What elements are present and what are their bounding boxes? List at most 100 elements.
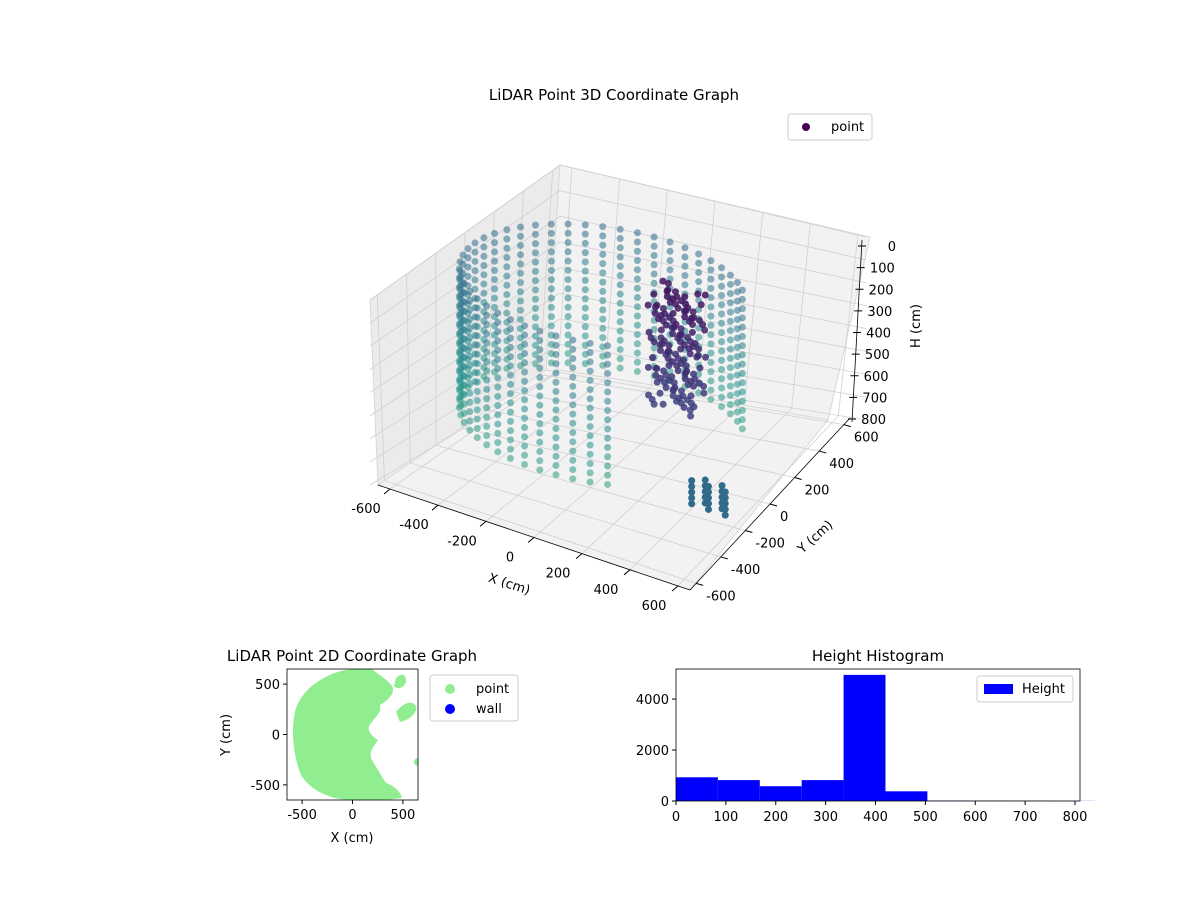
point-3d	[662, 383, 670, 391]
point-3d	[480, 271, 488, 279]
point-3d	[649, 354, 657, 362]
point-3d	[483, 385, 491, 393]
point-3d	[721, 511, 729, 519]
point-3d	[547, 322, 555, 330]
point-3d	[473, 304, 481, 312]
point-3d	[460, 289, 468, 297]
point-3d	[695, 389, 703, 397]
point-3d	[681, 262, 689, 270]
y-tick-mark-3d	[696, 582, 704, 586]
point-3d	[483, 358, 491, 366]
point-3d	[674, 304, 682, 312]
point-3d	[633, 284, 641, 292]
point-cloud-2d	[293, 669, 394, 800]
point-3d	[738, 379, 746, 387]
point-3d	[726, 317, 734, 325]
point-3d	[650, 261, 658, 269]
point-3d	[494, 402, 502, 410]
point-3d	[521, 423, 529, 431]
point-3d	[707, 377, 715, 385]
point-3d	[676, 331, 684, 339]
point-3d	[738, 323, 746, 331]
point-3d	[650, 290, 658, 298]
point-3d	[738, 305, 746, 313]
point-3d	[688, 494, 696, 502]
point-3d	[586, 432, 594, 440]
point-3d	[707, 331, 715, 339]
y-tick-label-2d: -500	[250, 779, 280, 794]
point-3d	[536, 410, 544, 418]
point-3d	[531, 323, 539, 331]
y-tick-mark-3d	[769, 503, 778, 507]
point-3d	[494, 328, 502, 336]
point-3d	[552, 397, 560, 405]
point-3d	[718, 356, 726, 364]
x-tick-mark-3d	[383, 488, 391, 495]
x-tick-label-2d: 500	[390, 808, 415, 823]
point-3d	[494, 355, 502, 363]
point-3d	[466, 334, 474, 342]
point-3d	[552, 332, 560, 340]
point-3d	[547, 294, 555, 302]
point-3d	[466, 324, 474, 332]
point-3d	[726, 391, 734, 399]
point-3d	[506, 334, 514, 342]
point-3d	[656, 374, 664, 382]
point-3d	[707, 266, 715, 274]
point-3d	[586, 423, 594, 431]
point-3d	[531, 249, 539, 257]
y-tick-label-3d: 0	[780, 510, 788, 525]
point-3d	[521, 340, 529, 348]
point-3d	[668, 358, 676, 366]
point-3d	[688, 328, 696, 336]
x-tick-label-3d: -200	[447, 534, 477, 549]
point-3d	[455, 265, 463, 273]
point-3d	[536, 466, 544, 474]
histogram-y-tick-label: 4000	[636, 693, 669, 708]
point-3d	[702, 353, 710, 361]
plot-area-2d	[287, 669, 418, 800]
point-3d	[721, 494, 729, 502]
point-3d	[521, 359, 529, 367]
point-3d	[653, 301, 661, 309]
point-3d	[506, 408, 514, 416]
y-tick-mark-3d	[720, 556, 728, 560]
legend-3d-point-label: point	[831, 120, 864, 135]
point-3d	[738, 286, 746, 294]
point-3d	[552, 443, 560, 451]
point-3d	[483, 404, 491, 412]
point-3d	[569, 345, 577, 353]
legend-3d-box	[787, 113, 873, 141]
point-3d	[616, 272, 624, 280]
grid-z-left	[369, 164, 561, 301]
point-3d	[491, 276, 499, 284]
point-3d	[650, 279, 658, 287]
histogram-bar	[885, 791, 928, 801]
point-3d	[521, 451, 529, 459]
point-3d	[473, 341, 481, 349]
point-3d	[707, 303, 715, 311]
point-3d	[552, 452, 560, 460]
point-3d	[633, 321, 641, 329]
x-tick-mark-3d	[527, 537, 535, 543]
point-3d	[547, 266, 555, 274]
grid-y-left	[406, 274, 411, 463]
point-3d	[503, 300, 511, 308]
point-3d	[521, 442, 529, 450]
point-3d	[691, 340, 699, 348]
point-3d	[697, 301, 705, 309]
histogram-x-tick-label: 100	[713, 810, 738, 825]
point-3d	[604, 360, 612, 368]
point-3d	[644, 301, 652, 309]
point-3d	[473, 406, 481, 414]
point-3d	[473, 323, 481, 331]
point-3d	[569, 447, 577, 455]
point-3d	[531, 286, 539, 294]
point-3d	[616, 262, 624, 270]
point-3d	[650, 242, 658, 250]
grid-z-back	[559, 241, 867, 307]
point-3d	[491, 248, 499, 256]
point-3d	[494, 318, 502, 326]
point-3d	[521, 414, 529, 422]
z-tick-label-3d: 400	[866, 327, 891, 342]
